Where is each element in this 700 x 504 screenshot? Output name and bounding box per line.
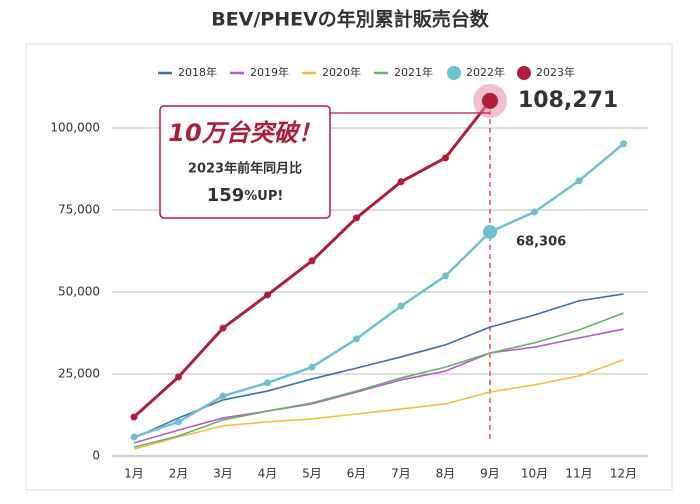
- legend-label: 2021年: [394, 65, 433, 79]
- x-tick-label: 9月: [480, 467, 500, 481]
- point: [575, 177, 583, 185]
- y-tick-label: 75,000: [58, 203, 100, 217]
- point: [264, 291, 271, 299]
- value-label: 68,306: [516, 234, 566, 249]
- annotation-badge: 159%UP!: [207, 185, 284, 206]
- point: [397, 178, 405, 186]
- point: [175, 373, 182, 381]
- point: [219, 324, 227, 332]
- point: [353, 335, 360, 343]
- value-label: 108,271: [518, 88, 618, 113]
- point: [353, 214, 360, 222]
- x-tick-label: 2月: [169, 467, 189, 481]
- series-line: [133, 142, 625, 439]
- x-tick-label: 5月: [302, 467, 322, 481]
- legend-marker: [447, 66, 461, 80]
- point: [620, 140, 627, 148]
- x-tick-label: 8月: [436, 467, 456, 481]
- point: [308, 257, 316, 265]
- x-tick-label: 1月: [124, 467, 144, 481]
- series-line: [133, 328, 624, 444]
- x-tick-label: 10月: [521, 467, 548, 481]
- legend-label: 2022年: [466, 65, 505, 79]
- x-tick-label: 11月: [565, 467, 592, 481]
- y-tick-label: 25,000: [58, 367, 100, 381]
- point: [442, 154, 449, 162]
- x-tick-label: 4月: [258, 467, 278, 481]
- series-line: [133, 293, 624, 439]
- point: [264, 379, 271, 387]
- legend-label: 2020年: [322, 65, 361, 79]
- point: [483, 224, 497, 239]
- series-line: [133, 312, 624, 448]
- legend-label: 2023年: [536, 65, 575, 79]
- badge-suffix: %UP!: [244, 189, 283, 204]
- point: [531, 208, 538, 216]
- point: [482, 92, 498, 109]
- point: [442, 272, 449, 280]
- series-line: [133, 359, 624, 450]
- x-tick-label: 12月: [610, 467, 637, 481]
- legend-marker: [517, 66, 531, 80]
- point: [397, 302, 405, 310]
- annotation-box: [159, 105, 331, 219]
- point: [175, 418, 182, 426]
- x-tick-label: 7月: [391, 467, 411, 481]
- badge-number: 159: [207, 185, 245, 206]
- y-tick-label: 0: [92, 449, 100, 463]
- annotation-title: 10万台突破！: [168, 119, 321, 147]
- point: [130, 413, 138, 421]
- x-tick-label: 6月: [347, 467, 367, 481]
- chart-title: BEV/PHEVの年別累計販売台数: [211, 8, 490, 31]
- point: [308, 363, 316, 371]
- y-tick-label: 100,000: [50, 121, 100, 135]
- legend-label: 2019年: [250, 65, 289, 79]
- legend-label: 2018年: [178, 65, 217, 79]
- annotation-text: 2023年前年同月比: [188, 161, 302, 177]
- y-tick-label: 50,000: [58, 285, 100, 299]
- point: [130, 433, 138, 441]
- point: [219, 392, 227, 400]
- x-tick-label: 3月: [213, 467, 233, 481]
